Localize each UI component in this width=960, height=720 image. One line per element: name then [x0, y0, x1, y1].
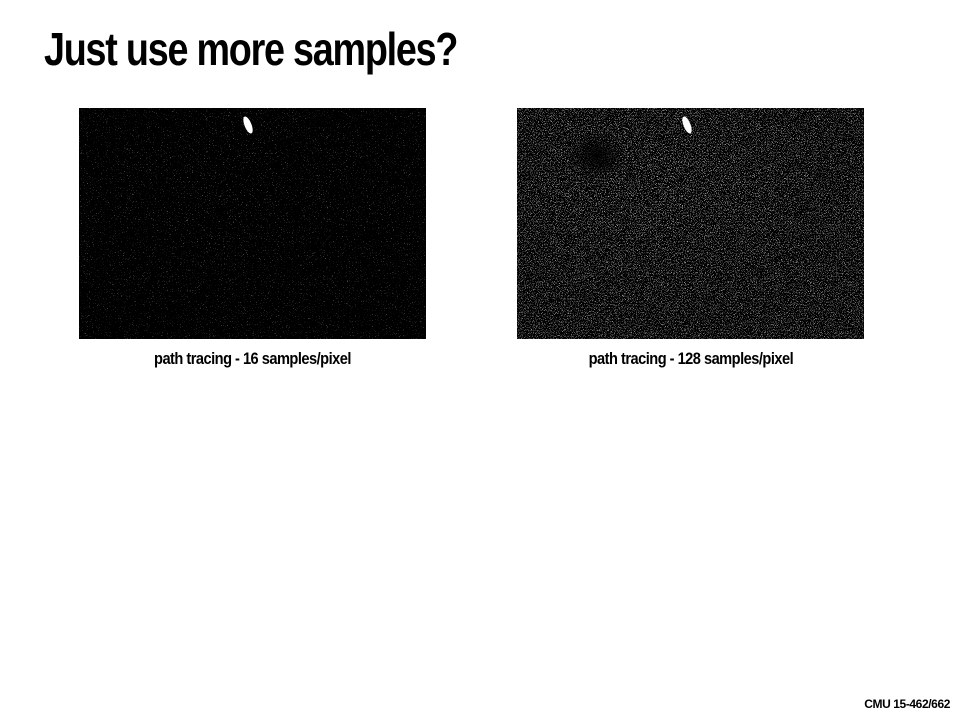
course-footer: CMU 15-462/662 — [864, 697, 950, 711]
light-source-highlight — [682, 116, 692, 134]
figure-16spp: path tracing - 16 samples/pixel — [79, 108, 426, 371]
caption-128spp-text: path tracing - 128 samples/pixel — [588, 349, 793, 368]
render-128spp-image — [517, 108, 864, 339]
render-16spp-image — [79, 108, 426, 339]
slide-title: Just use more samples? — [44, 23, 458, 75]
caption-16spp-text: path tracing - 16 samples/pixel — [154, 349, 351, 368]
caption-128spp: path tracing - 128 samples/pixel — [517, 347, 864, 371]
caption-16spp: path tracing - 16 samples/pixel — [79, 347, 426, 371]
figure-128spp: path tracing - 128 samples/pixel — [517, 108, 864, 371]
light-source-highlight — [243, 116, 253, 134]
